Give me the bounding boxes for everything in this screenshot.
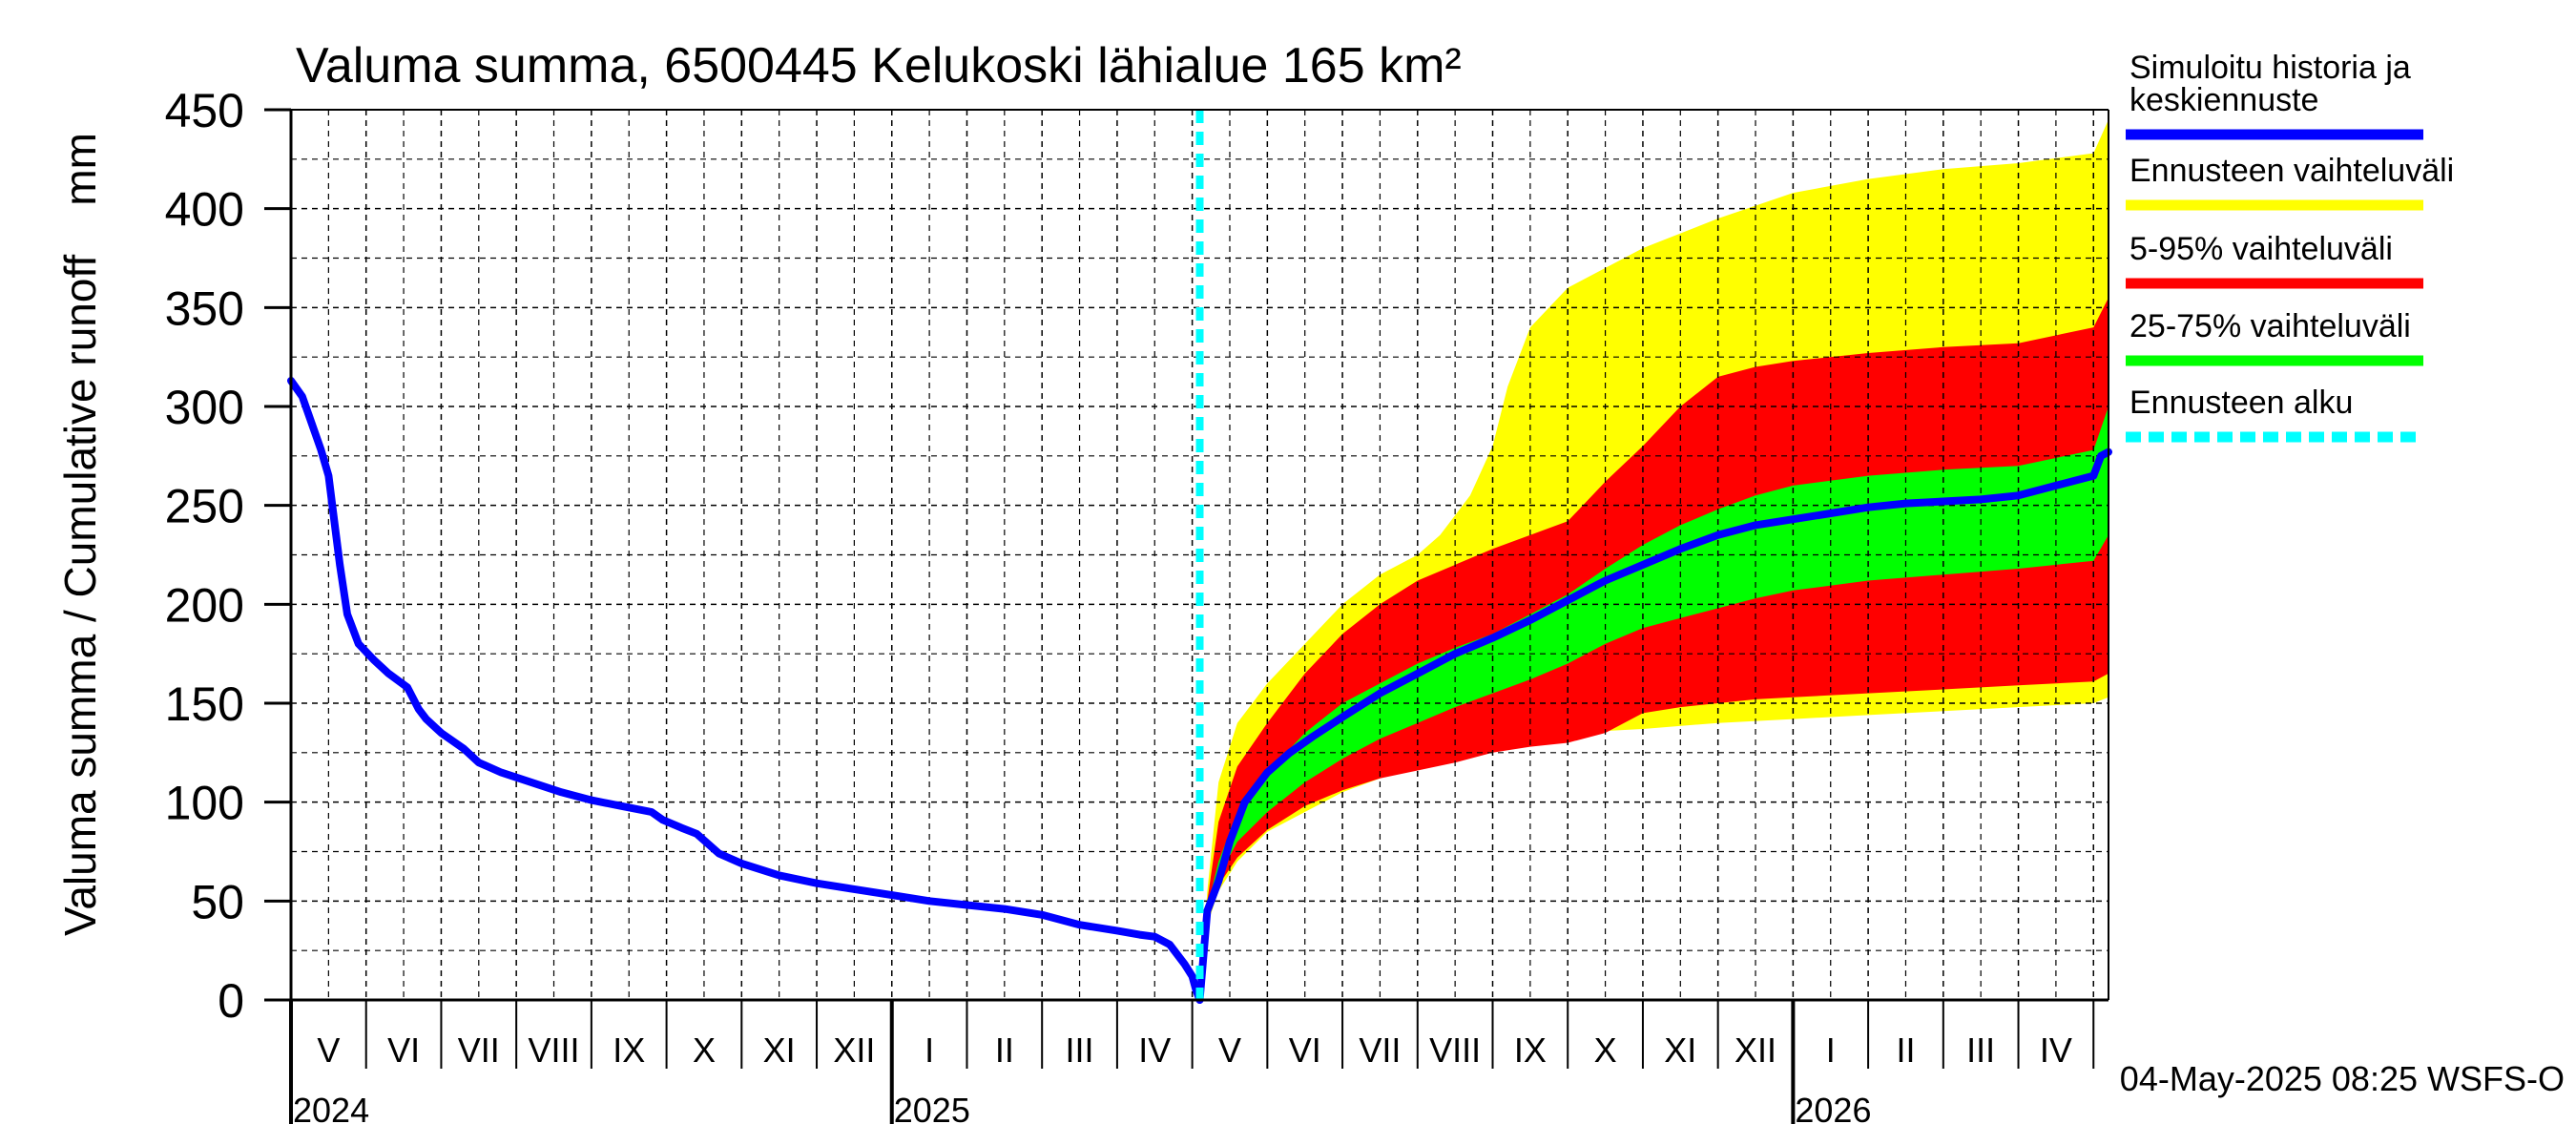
month-label: X [1594, 1030, 1617, 1070]
month-label: III [1066, 1030, 1094, 1070]
y-axis-label: Valuma summa / Cumulative runoff mm [55, 133, 105, 936]
grid-lines [291, 109, 2109, 1000]
y-tick-label: 300 [165, 381, 244, 434]
legend-label: Ennusteen vaihteluväli [2129, 153, 2454, 189]
month-label: IX [1514, 1030, 1547, 1070]
median-forecast-line [1195, 448, 2112, 1004]
y-tick-label: 350 [165, 281, 244, 335]
month-label: IV [1138, 1030, 1171, 1070]
month-label: I [1826, 1030, 1836, 1070]
month-label: X [693, 1030, 716, 1070]
month-label: III [1966, 1030, 1995, 1070]
y-tick-label: 200 [165, 578, 244, 632]
month-label: II [995, 1030, 1014, 1070]
month-label: XII [833, 1030, 875, 1070]
month-label: II [1896, 1030, 1915, 1070]
y-tick-label: 0 [218, 974, 244, 1028]
month-label: I [924, 1030, 934, 1070]
y-tick-label: 250 [165, 480, 244, 533]
legend-label: 5-95% vaihteluväli [2129, 231, 2393, 267]
month-label: IX [613, 1030, 645, 1070]
month-label: XII [1735, 1030, 1776, 1070]
legend-label: keskiennuste [2129, 82, 2318, 118]
timestamp-label: 04-May-2025 08:25 WSFS-O [2120, 1059, 2565, 1098]
month-label: XI [763, 1030, 796, 1070]
month-label: V [317, 1030, 340, 1070]
legend-label: Simuloitu historia ja [2129, 50, 2411, 86]
y-tick-label: 450 [165, 84, 244, 137]
legend-label: 25-75% vaihteluväli [2129, 308, 2411, 344]
month-label: IV [2040, 1030, 2072, 1070]
year-label: 2025 [894, 1091, 970, 1130]
month-label: VIII [529, 1030, 580, 1070]
y-tick-label: 150 [165, 677, 244, 731]
month-label: XI [1664, 1030, 1696, 1070]
month-label: VI [387, 1030, 420, 1070]
month-label: VIII [1429, 1030, 1481, 1070]
month-label: VI [1289, 1030, 1321, 1070]
y-tick-label: 50 [191, 875, 244, 928]
legend-label: Ennusteen alku [2129, 385, 2353, 421]
band-5-95-vaihteluv-li [1199, 298, 2109, 1000]
month-label: V [1218, 1030, 1241, 1070]
month-label: VII [1359, 1030, 1401, 1070]
series-lines [287, 110, 2112, 1004]
y-tick-label: 400 [165, 183, 244, 237]
y-tick-label: 100 [165, 777, 244, 830]
year-label: 2024 [293, 1091, 369, 1130]
month-label: VII [458, 1030, 500, 1070]
year-label: 2026 [1795, 1091, 1871, 1130]
chart-title: Valuma summa, 6500445 Kelukoski lähialue… [296, 38, 1462, 94]
axes [264, 108, 2109, 1124]
history-line [287, 377, 1204, 1004]
